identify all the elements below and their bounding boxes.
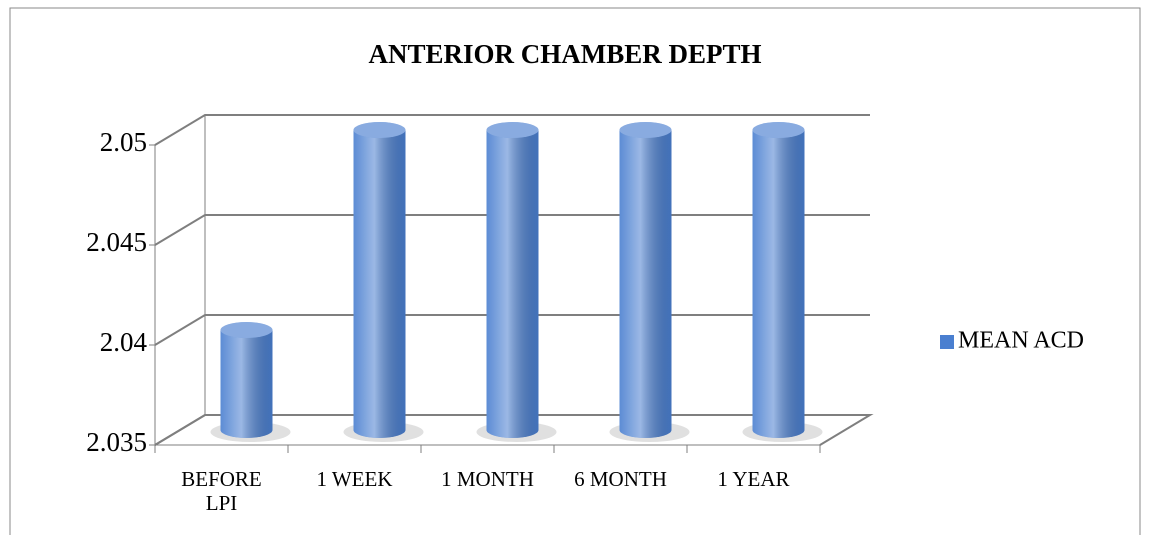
bar-top xyxy=(353,122,406,138)
bar-top xyxy=(486,122,539,138)
bar-shine xyxy=(752,130,805,438)
bar xyxy=(619,122,672,438)
y-tick-label: 2.045 xyxy=(86,227,147,257)
chart-frame xyxy=(9,7,1141,535)
x-tick-label: 1 MONTH xyxy=(441,467,534,491)
y-tick-label: 2.035 xyxy=(86,427,147,457)
bar xyxy=(353,122,406,438)
bar-top-shine xyxy=(752,122,805,138)
bar-top-shine xyxy=(353,122,406,138)
x-tick-label: 1 WEEK xyxy=(316,467,393,491)
bar-shine xyxy=(220,330,273,438)
bar-top xyxy=(220,322,273,338)
y-tick-label: 2.05 xyxy=(100,127,147,157)
bar-top-shine xyxy=(486,122,539,138)
legend-swatch xyxy=(940,335,954,349)
bar xyxy=(220,322,273,438)
legend-label: MEAN ACD xyxy=(958,328,1084,354)
bar-top xyxy=(619,122,672,138)
bar-shine xyxy=(619,130,672,438)
x-tick-label: BEFORE LPI xyxy=(181,467,262,515)
y-tick-label: 2.04 xyxy=(100,327,148,357)
bar-top-shine xyxy=(619,122,672,138)
bar-shine xyxy=(486,130,539,438)
bar-top-shine xyxy=(220,322,273,338)
grid-line xyxy=(154,114,870,146)
chart-title: ANTERIOR CHAMBER DEPTH xyxy=(368,39,761,69)
bar xyxy=(752,122,805,438)
x-tick-label: 1 YEAR xyxy=(717,467,790,491)
bar xyxy=(486,122,539,438)
x-tick-label: 6 MONTH xyxy=(574,467,667,491)
bar-top xyxy=(752,122,805,138)
bar-shine xyxy=(353,130,406,438)
